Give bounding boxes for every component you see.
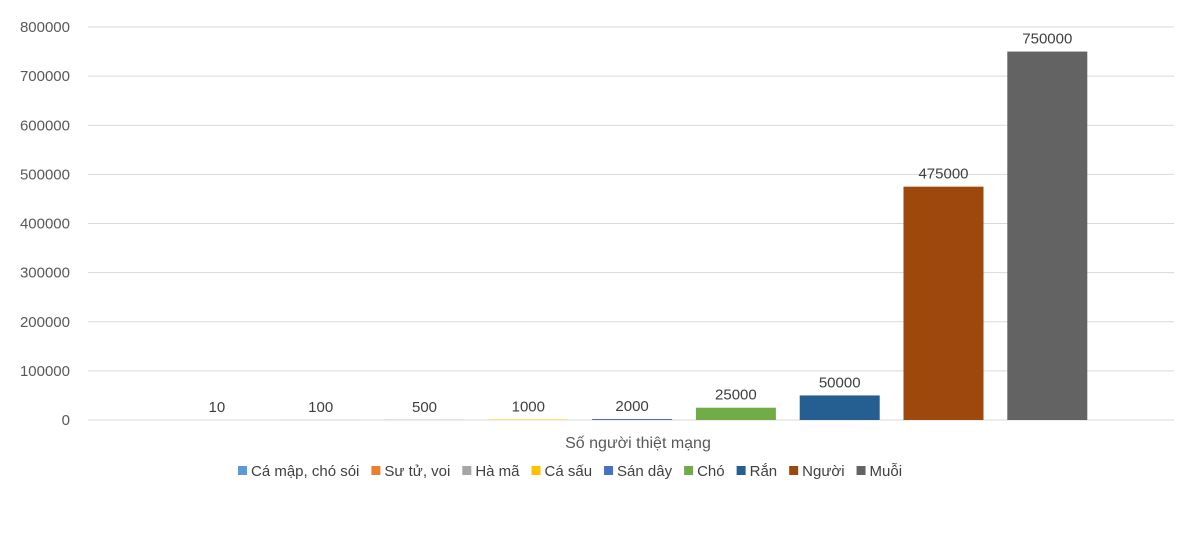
data-label: 50000 — [819, 374, 861, 391]
legend-label: Chó — [697, 463, 725, 480]
legend-swatch — [856, 466, 866, 475]
legend-label: Cá mập, chó sói — [251, 463, 359, 480]
gridlines — [88, 26, 1174, 421]
y-tick-label: 300000 — [20, 265, 70, 282]
data-label: 25000 — [715, 387, 757, 404]
legend-label: Sư tử, voi — [384, 463, 450, 480]
bar — [1007, 51, 1088, 420]
data-label: 500 — [412, 399, 437, 416]
x-axis-title: Số người thiệt mạng — [565, 435, 711, 452]
data-labels: 10 100 500 1000 2000 25000 50000 475000 750000 — [209, 31, 1073, 416]
legend-swatch — [462, 466, 472, 475]
legend-swatch — [371, 466, 381, 475]
y-tick-label: 800000 — [20, 19, 70, 36]
legend-label: Cá sấu — [545, 463, 593, 480]
legend-swatch — [238, 466, 247, 475]
legend-label: Hà mã — [475, 463, 520, 480]
legend-label: Sán dây — [617, 463, 673, 480]
y-tick-label: 500000 — [20, 166, 70, 183]
legend-label: Người — [802, 463, 844, 480]
bar — [903, 186, 984, 420]
y-tick-label: 600000 — [20, 117, 70, 134]
legend-swatch — [531, 466, 541, 475]
legend-label: Rắn — [750, 463, 778, 480]
y-axis-ticks: 0 100000 200000 300000 400000 500000 600000 700… — [20, 19, 70, 429]
data-label: 750000 — [1022, 31, 1072, 48]
y-tick-label: 200000 — [20, 314, 70, 331]
data-label: 475000 — [918, 166, 968, 183]
bar — [695, 407, 776, 420]
data-label: 2000 — [615, 398, 648, 415]
legend: Cá mập, chó sói Sư tử, voi Hà mã Cá sấu Sán … — [238, 463, 902, 480]
data-label: 100 — [308, 399, 333, 416]
bar — [799, 395, 880, 420]
legend-swatch — [604, 466, 614, 475]
y-tick-label: 100000 — [20, 363, 70, 380]
legend-swatch — [736, 466, 746, 475]
legend-swatch — [789, 466, 799, 475]
data-label: 1000 — [512, 399, 545, 416]
legend-swatch — [684, 466, 694, 475]
y-tick-label: 700000 — [20, 68, 70, 85]
legend-label: Muỗi — [870, 463, 903, 480]
y-tick-label: 0 — [62, 412, 70, 429]
y-tick-label: 400000 — [20, 216, 70, 233]
data-label: 10 — [209, 399, 226, 416]
bar — [592, 419, 673, 420]
bars — [176, 51, 1088, 420]
